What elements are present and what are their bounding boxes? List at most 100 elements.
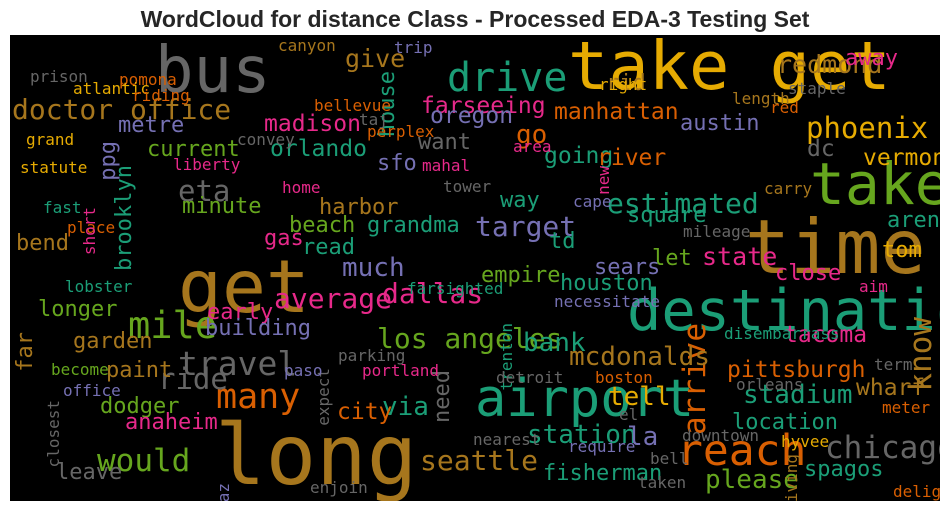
- cloud-word: paso: [284, 361, 323, 380]
- cloud-word: meter: [882, 398, 931, 417]
- cloud-word: tower: [443, 177, 492, 196]
- cloud-word: bellevue: [314, 96, 392, 115]
- cloud-word: bank: [523, 328, 586, 358]
- cloud-word: cape: [573, 192, 612, 211]
- cloud-word: minute: [182, 194, 262, 219]
- cloud-word: harbor: [319, 195, 399, 220]
- cloud-word: mileage: [683, 222, 751, 241]
- cloud-word: location: [732, 410, 838, 435]
- cloud-word: houston: [560, 271, 653, 296]
- cloud-word: would: [97, 443, 191, 479]
- cloud-word: seattle: [420, 444, 539, 477]
- cloud-word: boston: [595, 368, 653, 387]
- cloud-word: detroit: [496, 368, 564, 387]
- cloud-word: prison: [30, 67, 88, 86]
- cloud-word: going: [544, 143, 614, 169]
- cloud-word: madison: [264, 111, 361, 137]
- cloud-word: term: [874, 355, 913, 374]
- cloud-word: destination: [627, 278, 940, 344]
- cloud-word: new: [594, 166, 613, 195]
- cloud-word: riding: [132, 86, 190, 105]
- cloud-word: atlantic: [73, 79, 151, 98]
- cloud-word: necessitate: [554, 292, 660, 311]
- cloud-word: hyvee: [781, 432, 830, 451]
- cloud-word: take get: [568, 35, 891, 105]
- cloud-word: nearest: [473, 430, 541, 449]
- cloud-word: get: [178, 245, 310, 330]
- cloud-word: beach: [289, 213, 356, 238]
- cloud-word: canyon: [278, 36, 336, 55]
- cloud-word: longer: [38, 297, 118, 322]
- cloud-word: taj: [359, 110, 388, 129]
- cloud-word: way: [500, 188, 540, 213]
- cloud-word: reach: [677, 426, 807, 476]
- cloud-word: state: [702, 242, 778, 271]
- cloud-word: redmond: [777, 50, 883, 79]
- cloud-word: become: [51, 360, 109, 379]
- cloud-word: time: [745, 203, 926, 291]
- cloud-word: pittsburgh: [727, 357, 866, 383]
- cloud-word: home: [282, 178, 321, 197]
- word-cloud: long time get take get bus take destination air…: [10, 35, 940, 501]
- cloud-word: length: [732, 89, 790, 108]
- cloud-word: brooklyn: [112, 165, 137, 271]
- cloud-word: perplex: [367, 122, 435, 141]
- cloud-word: travel: [178, 344, 298, 383]
- cloud-word: sears: [594, 255, 661, 280]
- cloud-word: gas: [264, 226, 304, 251]
- cloud-word: grandma: [367, 213, 460, 238]
- cloud-word: wharf: [856, 375, 926, 401]
- cloud-word: rid: [606, 71, 646, 96]
- cloud-word: mile: [128, 304, 218, 347]
- cloud-word: estimated: [607, 187, 759, 220]
- cloud-word: grand: [26, 130, 75, 149]
- cloud-word: trip: [394, 38, 433, 57]
- cloud-word: square: [627, 203, 707, 228]
- cloud-word: lobster: [65, 277, 133, 296]
- cloud-word: please: [705, 465, 799, 495]
- cloud-word: place: [67, 218, 116, 237]
- cloud-word: much: [342, 253, 405, 283]
- cloud-word: dc: [807, 136, 835, 162]
- cloud-word: long: [215, 406, 418, 501]
- cloud-word: td: [549, 229, 576, 254]
- cloud-word: drive: [447, 55, 568, 101]
- cloud-word: empire: [481, 263, 561, 288]
- cloud-word: average: [274, 282, 393, 315]
- cloud-word: take: [810, 150, 940, 218]
- cloud-word: downtown: [682, 426, 760, 445]
- cloud-word: closest: [44, 400, 63, 468]
- cloud-word: convey: [237, 130, 295, 149]
- cloud-word: farsighted: [407, 279, 504, 298]
- cloud-word: eta: [178, 174, 231, 208]
- cloud-word: go: [516, 120, 548, 150]
- cloud-word: sfo: [377, 151, 417, 176]
- cloud-word: many: [216, 377, 301, 417]
- cloud-word: give: [345, 44, 406, 73]
- cloud-word: ppg: [96, 141, 121, 181]
- cloud-word: ride: [158, 362, 228, 396]
- cloud-word: disembarrass: [724, 324, 840, 343]
- cloud-word: fast: [43, 198, 82, 217]
- cloud-word: red: [770, 98, 799, 117]
- cloud-word: parking: [338, 346, 406, 365]
- cloud-word: delight: [893, 482, 940, 501]
- cloud-word: require: [568, 437, 636, 456]
- cloud-word: staple: [788, 79, 846, 98]
- cloud-word: leave: [56, 460, 123, 485]
- cloud-word: pomona: [119, 70, 177, 89]
- cloud-word: doctor office: [12, 93, 232, 126]
- cloud-word: anaheim: [125, 410, 218, 435]
- cloud-word: az: [214, 483, 233, 501]
- cloud-word: spagos: [804, 457, 884, 482]
- cloud-word: la: [627, 422, 659, 452]
- cloud-word: building: [205, 316, 311, 341]
- cloud-word: office: [63, 381, 121, 400]
- cloud-word: portland: [362, 361, 440, 380]
- cloud-word: los angeles: [377, 322, 563, 355]
- cloud-word: austin: [680, 111, 760, 136]
- cloud-word: airport: [475, 369, 695, 429]
- cloud-word: via: [382, 392, 429, 422]
- cloud-word: aim: [859, 277, 888, 296]
- cloud-word: arriving: [782, 454, 801, 501]
